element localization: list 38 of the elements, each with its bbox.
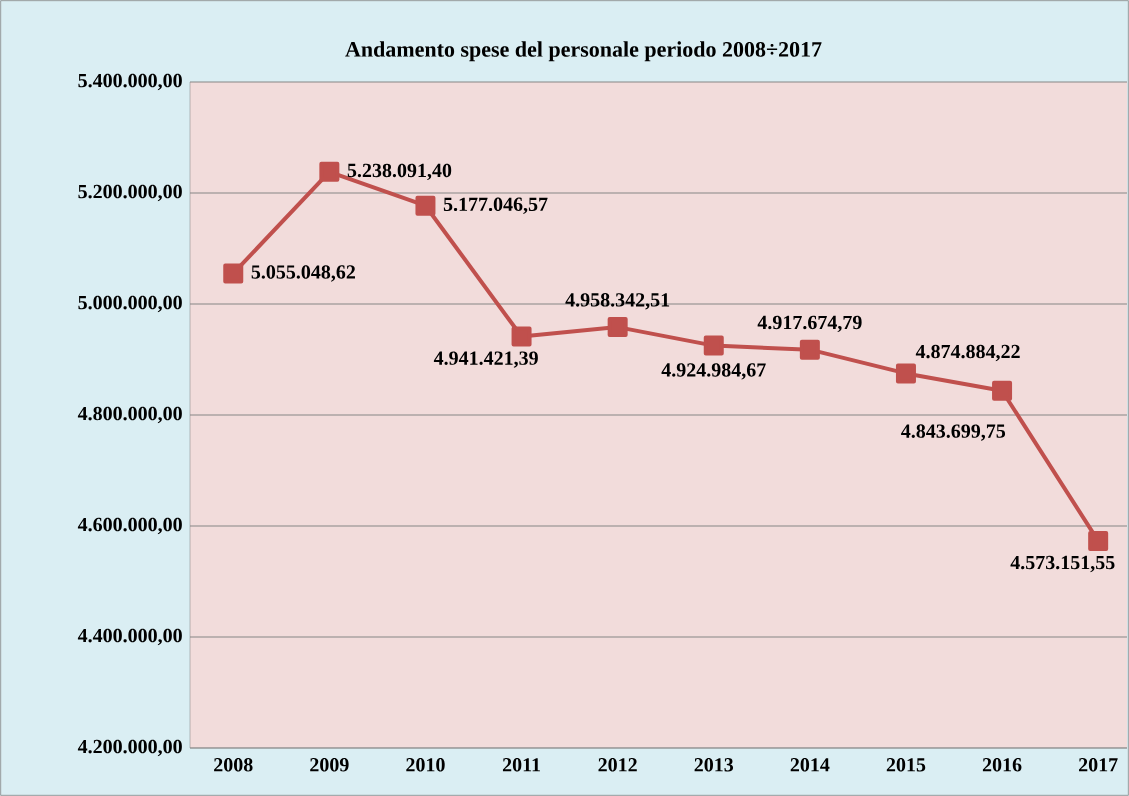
point — [992, 380, 1013, 401]
data-label: 4.941.421,39 — [433, 351, 538, 368]
point — [415, 195, 436, 216]
x-tick-label: 2017 — [1079, 758, 1118, 772]
x-tick-label: 2008 — [214, 758, 253, 772]
point — [223, 263, 244, 284]
x-tick-label: 2009 — [310, 758, 349, 772]
data-label: 5.055.048,62 — [251, 265, 355, 282]
data-label: 4.917.674,79 — [757, 315, 862, 333]
data-label: 5.177.046,57 — [443, 197, 548, 214]
data-label: 5.238.091,40 — [347, 163, 452, 181]
point — [703, 335, 724, 356]
x-tick-label: 2015 — [886, 758, 926, 772]
y-tick-label: 4.800.000,00 — [77, 406, 182, 424]
point — [319, 161, 340, 182]
x-tick-label: 2010 — [406, 758, 445, 772]
y-tick-label: 5.000.000,00 — [78, 295, 182, 313]
y-tick-label: 5.200.000,00 — [78, 184, 182, 202]
data-label: 4.843.699,75 — [901, 424, 1006, 441]
point — [607, 317, 628, 338]
data-label: 4.874.884,22 — [915, 344, 1020, 362]
data-label: 4.573.151,55 — [1010, 555, 1115, 573]
x-tick-label: 2011 — [502, 758, 540, 772]
data-label: 4.958.342,51 — [565, 293, 670, 310]
point — [895, 363, 916, 384]
x-tick-label: 2014 — [790, 758, 830, 772]
x-tick-label: 2013 — [694, 758, 734, 772]
x-tick-label: 2012 — [598, 758, 637, 772]
chart-title: Andamento spese del personale periodo 2008÷2017 — [345, 41, 822, 62]
y-tick-label: 4.200.000,00 — [77, 739, 182, 757]
point — [511, 326, 532, 347]
x-tick-label: 2016 — [982, 758, 1022, 772]
y-tick-label: 4.400.000,00 — [77, 628, 182, 646]
point — [799, 339, 820, 360]
data-label: 4.924.984,67 — [661, 363, 766, 380]
point — [1088, 530, 1109, 551]
y-tick-label: 5.400.000,00 — [78, 73, 182, 91]
y-tick-label: 4.600.000,00 — [77, 517, 182, 535]
